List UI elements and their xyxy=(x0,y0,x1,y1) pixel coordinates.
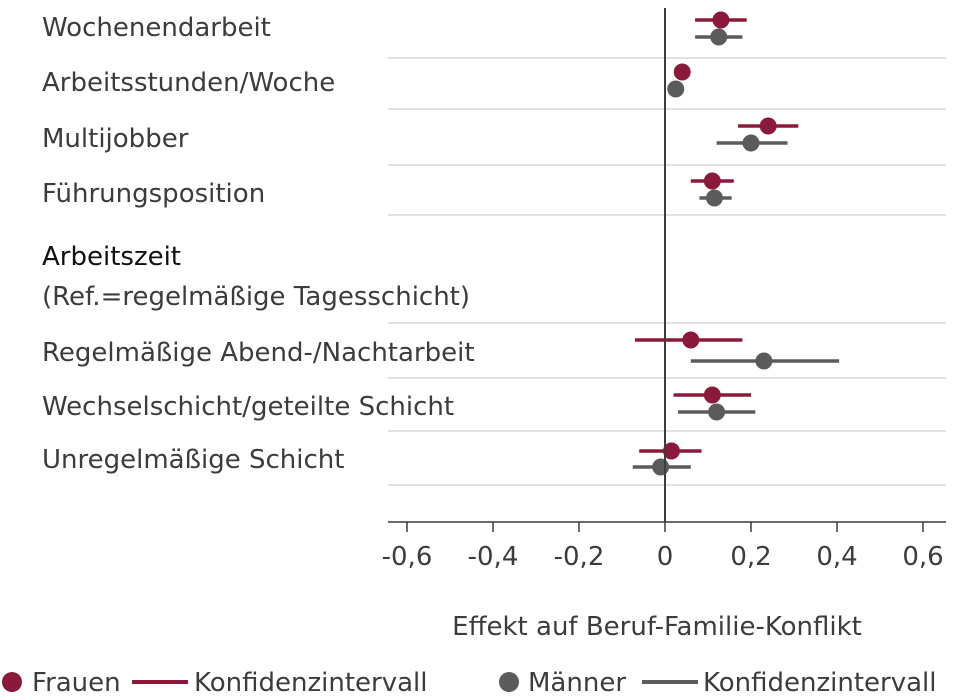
point-estimate-frauen xyxy=(662,442,680,460)
row-label: Wechselschicht/geteilte Schicht xyxy=(42,392,454,422)
x-tick-label: 0,4 xyxy=(816,542,857,572)
x-axis: -0,6 -0,4 -0,2 0 0,2 0,4 0,6 xyxy=(382,521,946,572)
point-estimate-maenner xyxy=(742,134,760,152)
x-tick-label: 0,2 xyxy=(730,542,771,572)
legend-maenner-label: Männer xyxy=(528,668,626,697)
x-tick-label: -0,4 xyxy=(468,542,519,572)
point-estimate-maenner xyxy=(652,458,670,476)
legend-frauen-ci-label: Konfidenzintervall xyxy=(194,668,428,697)
group-header-label: Arbeitszeit xyxy=(42,242,181,272)
point-estimate-maenner xyxy=(708,403,726,421)
legend-frauen-marker xyxy=(2,672,22,692)
row-label: Führungsposition xyxy=(42,179,265,209)
point-estimate-maenner xyxy=(667,80,685,98)
point-estimate-maenner xyxy=(705,189,723,207)
point-estimate-maenner xyxy=(710,28,728,46)
x-axis-label: Effekt auf Beruf-Familie-Konflikt xyxy=(452,612,862,642)
x-tick-label: 0 xyxy=(657,542,674,572)
legend-maenner-marker xyxy=(499,672,519,692)
x-tick-label: 0,6 xyxy=(902,542,943,572)
row-separators xyxy=(388,57,946,486)
row-label: Multijobber xyxy=(42,124,189,154)
legend: Frauen Konfidenzintervall Männer Konfidenzi… xyxy=(2,668,937,697)
point-estimate-frauen xyxy=(712,11,730,29)
point-estimate-frauen xyxy=(759,117,777,135)
point-estimate-frauen xyxy=(682,331,700,349)
point-estimate-frauen xyxy=(703,386,721,404)
row-label: Arbeitsstunden/Woche xyxy=(42,68,335,98)
x-tick-label: -0,2 xyxy=(554,542,605,572)
legend-frauen-label: Frauen xyxy=(32,668,121,697)
row-label: Unregelmäßige Schicht xyxy=(42,445,344,475)
legend-maenner-ci-label: Konfidenzintervall xyxy=(703,668,937,697)
plot-marks xyxy=(632,11,840,476)
point-estimate-frauen xyxy=(673,63,691,81)
row-labels: Wochenendarbeit Arbeitsstunden/Woche Multi… xyxy=(42,13,475,475)
row-label: Wochenendarbeit xyxy=(42,13,271,43)
group-header-sublabel: (Ref.=regelmäßige Tagesschicht) xyxy=(42,282,470,312)
point-estimate-maenner xyxy=(755,352,773,370)
row-label: Regelmäßige Abend-/Nachtarbeit xyxy=(42,338,475,368)
x-tick-label: -0,6 xyxy=(382,542,433,572)
point-estimate-frauen xyxy=(703,172,721,190)
